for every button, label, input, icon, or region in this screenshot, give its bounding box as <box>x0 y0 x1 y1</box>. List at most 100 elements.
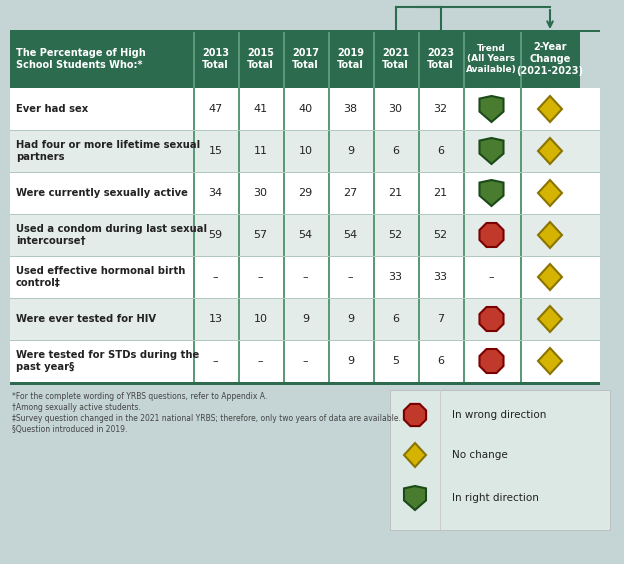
Bar <box>10 256 600 298</box>
Text: 52: 52 <box>388 230 402 240</box>
Polygon shape <box>479 349 504 373</box>
Text: 2013
Total: 2013 Total <box>202 48 229 70</box>
Bar <box>10 30 600 32</box>
Text: –: – <box>303 272 308 282</box>
Text: *For the complete wording of YRBS questions, refer to Appendix A.: *For the complete wording of YRBS questi… <box>12 392 267 401</box>
Polygon shape <box>404 404 426 426</box>
Text: 11: 11 <box>253 146 268 156</box>
Text: Ever had sex: Ever had sex <box>16 104 88 114</box>
Text: 6: 6 <box>437 146 444 156</box>
Text: Were tested for STDs during the
past year§: Were tested for STDs during the past yea… <box>16 350 199 372</box>
Text: 6: 6 <box>437 356 444 366</box>
Text: 6: 6 <box>392 314 399 324</box>
Text: 38: 38 <box>343 104 358 114</box>
Bar <box>10 172 600 214</box>
Text: Had four or more lifetime sexual
partners: Had four or more lifetime sexual partner… <box>16 140 200 162</box>
Text: Used effective hormonal birth
control‡: Used effective hormonal birth control‡ <box>16 266 185 288</box>
Text: 59: 59 <box>208 230 223 240</box>
Text: No change: No change <box>452 450 508 460</box>
Bar <box>10 214 600 256</box>
Text: 21: 21 <box>434 188 447 198</box>
Text: 47: 47 <box>208 104 223 114</box>
Bar <box>10 130 600 172</box>
Polygon shape <box>479 180 504 206</box>
Bar <box>283 30 285 382</box>
Bar <box>373 30 374 382</box>
Polygon shape <box>538 96 562 122</box>
Bar <box>328 30 329 382</box>
Text: In right direction: In right direction <box>452 493 539 503</box>
Text: Used a condom during last sexual
intercourse†: Used a condom during last sexual interco… <box>16 224 207 246</box>
Text: 30: 30 <box>389 104 402 114</box>
Bar <box>10 298 600 340</box>
Text: 54: 54 <box>343 230 358 240</box>
Bar <box>193 30 195 382</box>
Text: In wrong direction: In wrong direction <box>452 410 547 420</box>
Text: Trend
(All Years
Available): Trend (All Years Available) <box>466 44 517 74</box>
Bar <box>10 340 600 382</box>
Text: 2021
Total: 2021 Total <box>382 48 409 70</box>
Text: 9: 9 <box>347 356 354 366</box>
Text: 30: 30 <box>253 188 268 198</box>
Polygon shape <box>538 138 562 164</box>
Bar <box>10 130 600 131</box>
Polygon shape <box>479 307 504 331</box>
Text: †Among sexually active students.: †Among sexually active students. <box>12 403 141 412</box>
Polygon shape <box>479 138 504 164</box>
Bar <box>520 30 522 382</box>
Text: 54: 54 <box>298 230 313 240</box>
Bar <box>10 172 600 173</box>
Bar <box>10 214 600 215</box>
Text: 29: 29 <box>298 188 313 198</box>
Polygon shape <box>538 306 562 332</box>
Text: 41: 41 <box>253 104 268 114</box>
Bar <box>463 30 464 382</box>
Text: 40: 40 <box>298 104 313 114</box>
Text: ‡Survey question changed in the 2021 national YRBS; therefore, only two years of: ‡Survey question changed in the 2021 nat… <box>12 414 401 423</box>
Text: 34: 34 <box>208 188 223 198</box>
Text: –: – <box>258 272 263 282</box>
Text: The Percentage of High
School Students Who:*: The Percentage of High School Students W… <box>16 47 146 70</box>
Text: –: – <box>348 272 353 282</box>
Text: 6: 6 <box>392 146 399 156</box>
Polygon shape <box>538 180 562 206</box>
Bar <box>10 256 600 257</box>
Polygon shape <box>538 348 562 374</box>
Text: 9: 9 <box>347 146 354 156</box>
Text: 2017
Total: 2017 Total <box>292 48 319 70</box>
Bar <box>440 390 441 530</box>
Text: –: – <box>213 272 218 282</box>
Text: 57: 57 <box>253 230 268 240</box>
Text: 13: 13 <box>208 314 223 324</box>
Text: 2023
Total: 2023 Total <box>427 48 454 70</box>
Text: 9: 9 <box>302 314 309 324</box>
Text: §Question introduced in 2019.: §Question introduced in 2019. <box>12 425 127 434</box>
Text: –: – <box>213 356 218 366</box>
Bar <box>238 30 240 382</box>
Bar <box>10 88 600 130</box>
Text: 33: 33 <box>389 272 402 282</box>
Text: 27: 27 <box>343 188 358 198</box>
Bar <box>10 340 600 341</box>
Text: 2015
Total: 2015 Total <box>247 48 274 70</box>
Bar <box>10 382 600 385</box>
Text: 33: 33 <box>434 272 447 282</box>
Text: 52: 52 <box>434 230 447 240</box>
Bar <box>520 30 580 88</box>
Text: –: – <box>303 356 308 366</box>
Polygon shape <box>538 264 562 290</box>
Bar <box>418 30 419 382</box>
Polygon shape <box>538 222 562 248</box>
Bar <box>390 390 610 530</box>
Text: 10: 10 <box>253 314 268 324</box>
Text: 21: 21 <box>388 188 402 198</box>
Text: 32: 32 <box>434 104 447 114</box>
Text: 2019
Total: 2019 Total <box>337 48 364 70</box>
Text: 2-Year
Change
(2021-2023): 2-Year Change (2021-2023) <box>517 42 583 76</box>
Text: –: – <box>489 272 494 282</box>
Text: 10: 10 <box>298 146 313 156</box>
Polygon shape <box>404 486 426 510</box>
Polygon shape <box>479 223 504 247</box>
Text: 15: 15 <box>208 146 223 156</box>
Text: Were currently sexually active: Were currently sexually active <box>16 188 188 198</box>
